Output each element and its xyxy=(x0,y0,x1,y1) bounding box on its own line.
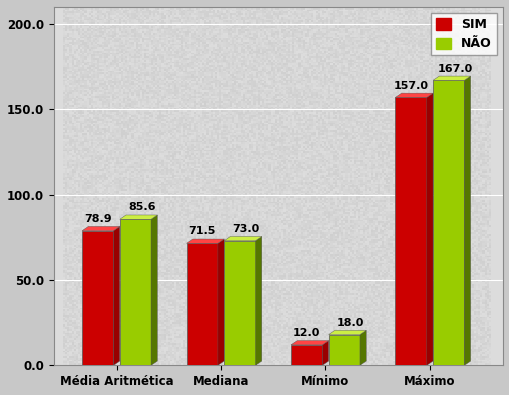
Bar xyxy=(394,98,426,365)
Text: 73.0: 73.0 xyxy=(232,224,259,234)
Polygon shape xyxy=(394,93,432,98)
Polygon shape xyxy=(426,93,432,365)
Bar xyxy=(328,335,359,365)
Bar xyxy=(186,243,217,365)
Polygon shape xyxy=(432,76,470,80)
Polygon shape xyxy=(359,330,365,365)
Legend: SIM, NÃO: SIM, NÃO xyxy=(430,13,496,55)
Polygon shape xyxy=(224,237,261,241)
Polygon shape xyxy=(186,239,224,243)
Text: 167.0: 167.0 xyxy=(437,64,472,73)
Polygon shape xyxy=(255,237,261,365)
Text: 12.0: 12.0 xyxy=(293,328,320,338)
Bar xyxy=(82,231,113,365)
Polygon shape xyxy=(82,226,120,231)
Polygon shape xyxy=(322,340,328,365)
Polygon shape xyxy=(464,76,470,365)
Bar xyxy=(120,219,151,365)
Bar xyxy=(432,80,464,365)
Polygon shape xyxy=(217,239,224,365)
Polygon shape xyxy=(328,330,365,335)
Text: 157.0: 157.0 xyxy=(393,81,428,90)
Polygon shape xyxy=(113,226,120,365)
Bar xyxy=(224,241,255,365)
Text: 18.0: 18.0 xyxy=(336,318,363,328)
Bar xyxy=(291,345,322,365)
Text: 85.6: 85.6 xyxy=(128,202,155,213)
Polygon shape xyxy=(120,215,157,219)
Text: 78.9: 78.9 xyxy=(84,214,111,224)
Text: 71.5: 71.5 xyxy=(188,226,215,237)
Polygon shape xyxy=(291,340,328,345)
Polygon shape xyxy=(151,215,157,365)
